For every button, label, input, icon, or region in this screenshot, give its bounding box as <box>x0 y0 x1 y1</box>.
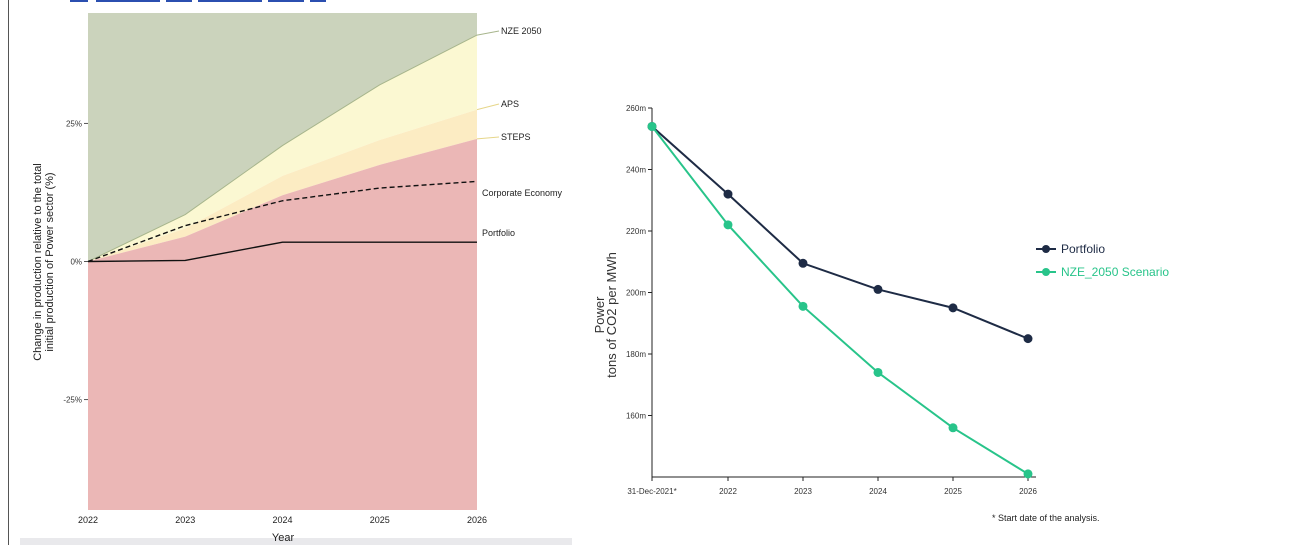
y-tick-label: 160m <box>626 412 646 421</box>
y-tick-label: 240m <box>626 166 646 175</box>
series-line-corporate-economy <box>87 180 478 263</box>
data-point-nze-2050-scenario <box>1023 469 1033 479</box>
label-leader-line <box>476 103 500 111</box>
series-line-nze-2050-scenario <box>651 125 1029 475</box>
series-label: APS <box>501 99 519 109</box>
band-nze-2050 <box>88 35 477 262</box>
data-point-nze-2050-scenario <box>723 220 733 230</box>
series-line-portfolio <box>651 125 1029 340</box>
y-tick-label: 260m <box>626 104 646 113</box>
production-change-chart: -25% 0% 25% 2022 2023 2024 2025 2026 NZE 2050 AP… <box>32 13 563 544</box>
legend-label: Portfolio <box>1061 242 1105 256</box>
x-tick-label: 2023 <box>175 515 195 525</box>
data-point-portfolio <box>723 189 733 199</box>
series-line-portfolio <box>87 241 477 263</box>
data-point-nze-2050-scenario <box>873 367 883 377</box>
y-tick-label: 200m <box>626 289 646 298</box>
data-point-nze-2050-scenario <box>647 121 657 131</box>
data-point-portfolio <box>873 284 883 294</box>
y-tick-label: 25% <box>66 119 82 128</box>
series-label: NZE 2050 <box>501 26 542 36</box>
x-tick-label: 2023 <box>794 487 812 496</box>
page-left-border <box>8 0 9 545</box>
x-tick-label: 2022 <box>78 515 98 525</box>
data-point-nze-2050-scenario <box>798 301 808 311</box>
data-point-portfolio <box>647 121 657 131</box>
legend-label: NZE_2050 Scenario <box>1061 265 1169 279</box>
legend-swatch-marker <box>1042 245 1050 253</box>
legend-swatch-marker <box>1042 268 1050 276</box>
x-tick-label: 2024 <box>869 487 887 496</box>
y-axis-title-line-1: Change in production relative to the tot… <box>32 163 44 361</box>
scrollbar-track <box>20 538 572 545</box>
link-underline-fragment <box>70 0 350 6</box>
x-tick-label: 2026 <box>467 515 487 525</box>
data-point-nze-2050-scenario <box>948 423 958 433</box>
nze-boundary-line <box>87 34 478 262</box>
series-label: Corporate Economy <box>482 188 563 198</box>
label-leader-line <box>476 30 500 36</box>
data-point-portfolio <box>948 303 958 313</box>
data-point-portfolio <box>798 258 808 268</box>
y-tick-label: 0% <box>70 258 82 267</box>
x-axis-title: Year <box>272 532 295 544</box>
x-tick-label: 2025 <box>944 487 962 496</box>
series-label: STEPS <box>501 132 531 142</box>
x-tick-label: 2024 <box>272 515 292 525</box>
y-tick-label: 220m <box>626 227 646 236</box>
y-tick-label: 180m <box>626 350 646 359</box>
x-tick-label: 31-Dec-2021* <box>627 487 676 496</box>
y-axis-title-line-2: initial production of Power sector (%) <box>44 172 56 351</box>
y-axis-title-line-2: tons of CO2 per MWh <box>604 252 619 378</box>
x-tick-label: 2025 <box>370 515 390 525</box>
x-tick-label: 2022 <box>719 487 737 496</box>
data-point-portfolio <box>1023 334 1033 344</box>
red-region <box>88 138 477 510</box>
y-tick-label: -25% <box>63 396 82 405</box>
footnote: * Start date of the analysis. <box>992 513 1100 523</box>
x-tick-label: 2026 <box>1019 487 1037 496</box>
label-leader-line <box>476 136 500 140</box>
green-region <box>88 13 477 262</box>
band-aps <box>88 109 477 262</box>
series-label: Portfolio <box>482 228 515 238</box>
